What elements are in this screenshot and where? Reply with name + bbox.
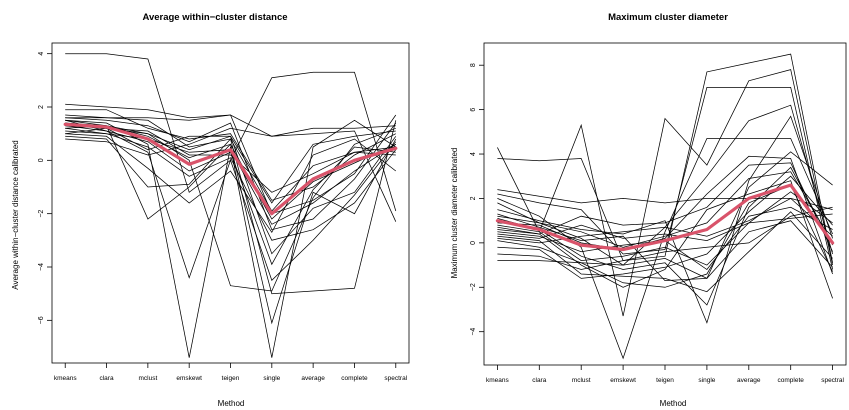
y-tick-label: −2 — [38, 210, 45, 218]
x-tick-label: average — [737, 377, 761, 384]
series-line — [497, 206, 833, 270]
x-tick-label: clara — [99, 375, 113, 382]
x-axis-label: Method — [218, 399, 245, 408]
y-tick-label: −4 — [38, 263, 45, 271]
y-tick-label: 0 — [38, 158, 45, 162]
x-tick-label: complete — [341, 375, 368, 382]
x-tick-label: mclust — [572, 377, 591, 384]
plot-frame — [51, 42, 410, 364]
x-tick-label: spectral — [384, 375, 407, 382]
chart-title: Maximum cluster diameter — [608, 12, 728, 23]
y-tick-label: −2 — [470, 283, 477, 291]
x-tick-label: kmeans — [486, 377, 510, 384]
mean-series-line — [495, 183, 835, 252]
series-line — [65, 125, 396, 220]
chart-title: Average within−cluster distance — [142, 12, 287, 23]
series-line — [65, 135, 396, 212]
mean-series-line — [63, 122, 398, 216]
series-line — [65, 114, 397, 215]
series-line — [497, 138, 833, 360]
x-tick-label: complete — [778, 377, 805, 384]
y-tick-label: 2 — [38, 105, 45, 109]
x-axis-label: Method — [660, 399, 687, 408]
series-line — [497, 115, 833, 324]
x-tick-label: emskewt — [176, 375, 202, 382]
chart-average-within-cluster-distance: Average within−cluster distance Method A… — [11, 12, 410, 408]
x-tick-label: clara — [532, 377, 546, 384]
y-tick-label: 4 — [470, 152, 477, 156]
x-tick-label: mclust — [138, 375, 157, 382]
series-line — [497, 220, 833, 279]
series-line — [65, 117, 397, 231]
y-tick-label: −4 — [470, 328, 477, 336]
series-line — [497, 162, 833, 252]
series-line — [65, 133, 397, 234]
x-tick-label: single — [698, 377, 715, 384]
chart-maximum-cluster-diameter: Maximum cluster diameter Method Maximum … — [450, 12, 847, 408]
series-line — [65, 127, 397, 222]
y-axis-label: Average within−cluster distance calibrat… — [11, 140, 20, 290]
y-tick-label: 6 — [470, 108, 477, 112]
x-tick-label: spectral — [821, 377, 844, 384]
series-line — [497, 87, 833, 270]
series-line — [497, 189, 833, 210]
x-tick-label: kmeans — [54, 375, 78, 382]
series-line — [497, 166, 833, 306]
x-tick-label: teigen — [222, 375, 240, 382]
x-tick-label: teigen — [656, 377, 674, 384]
y-tick-label: −6 — [38, 316, 45, 324]
series-group — [495, 53, 835, 360]
y-tick-label: 2 — [470, 196, 477, 200]
series-line — [497, 155, 833, 275]
series-line — [497, 197, 833, 244]
series-line — [497, 171, 833, 248]
x-tick-label: single — [263, 375, 280, 382]
x-tick-label: emskewt — [610, 377, 636, 384]
series-line — [497, 180, 833, 299]
series-line — [65, 127, 396, 204]
series-line — [497, 69, 833, 317]
y-axis-label: Maximum cluster diameter calibrated — [450, 148, 459, 279]
series-group — [63, 53, 398, 358]
x-tick-label: average — [301, 375, 325, 382]
y-tick-label: 8 — [470, 63, 477, 67]
y-tick-label: 0 — [470, 241, 477, 245]
series-line — [65, 127, 397, 241]
y-tick-label: 4 — [38, 52, 45, 56]
series-line — [497, 53, 833, 263]
